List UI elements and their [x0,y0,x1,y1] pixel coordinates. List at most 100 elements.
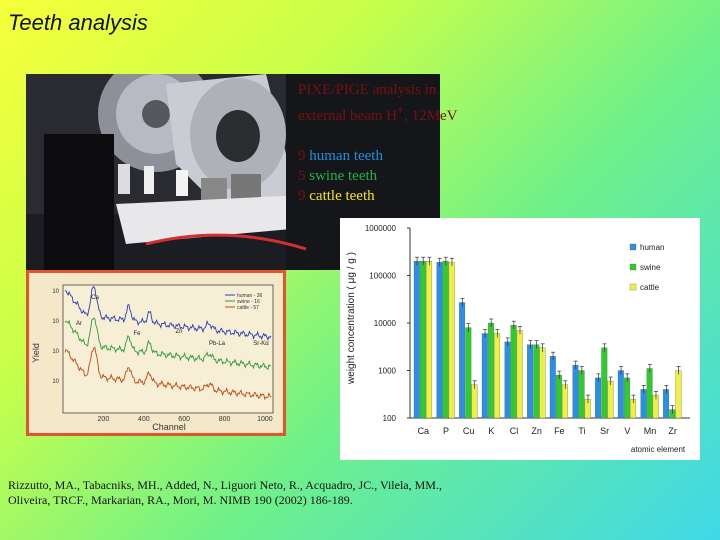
legend-swatch-human [629,243,637,251]
bar-swine-Mn [646,368,653,419]
spectrum-curve [64,346,272,401]
bar-cattle-Zn [539,347,546,419]
sample-swine-count: 5 [298,168,306,184]
chart-ytick-label: 100 [383,414,397,423]
bar-cattle-Cu [471,384,478,419]
legend-label-swine: swine [640,263,661,272]
bar-human-Mn [640,389,647,419]
spectrum-ytick: 10 [52,289,59,295]
spectrum-curve [64,317,272,370]
bar-human-Sr [595,377,602,419]
beam-setup-photo [26,74,440,270]
chart-ytick-label: 1000000 [365,224,397,233]
spectrum-peak-label: Ca [91,295,99,301]
spectrum-ytick: 10 [52,379,59,385]
sample-human-label: human teeth [309,148,383,164]
spectrum-peak-label: Pb-La [209,341,226,347]
slide-title: Teeth analysis [8,10,148,35]
sample-cattle-label: cattle teeth [309,188,375,204]
bar-cattle-Zr [675,370,682,419]
bar-cattle-P [448,262,455,419]
bar-cattle-Sr [607,380,614,419]
bar-swine-P [442,261,449,419]
bar-cattle-Fe [562,384,569,419]
pixe-spectrum: Yield Channel 200 400 600 800 1000 10 10 10 10 … [26,270,286,436]
chart-category-label: Ca [418,426,430,436]
bar-human-Cu [459,302,466,419]
concentration-bar-chart: 100 1000 10000 100000 1000000 Ca P Cu K Cl Zn Fe Ti… [346,224,690,454]
bar-human-P [436,262,443,419]
chart-category-label: P [443,426,449,436]
legend-swatch-swine [629,263,637,271]
method-line-2-tail: , 12MeV [404,108,458,124]
chart-ylabel: weight concentration ( μg / g ) [346,252,357,385]
method-line-2-text: external beam H [298,108,398,124]
chart-category-label: K [488,426,494,436]
bar-human-Ti [572,364,579,419]
sample-cattle-count: 9 [298,188,306,204]
spectrum-ytick: 10 [52,349,59,355]
spectrum-xtick: 800 [219,416,231,423]
bar-human-Ca [413,261,420,419]
method-description: PIXE/PIGE analysis in external beam H+, … [298,80,458,206]
bar-cattle-Cl [516,330,523,419]
legend-label-cattle: cattle [640,283,660,292]
bar-swine-V [623,377,630,419]
legend-swatch-cattle [629,283,637,291]
chart-category-label: Cl [510,426,519,436]
spectrum-xtick: 400 [138,416,150,423]
bar-swine-Cu [465,327,472,419]
spectrum-xtick: 1000 [257,416,273,423]
spectrum-curve [64,285,272,341]
legend-label-human: human [640,243,664,252]
bar-human-Cl [504,341,511,419]
bar-swine-Ca [419,261,426,419]
sample-swine: 5 swine teeth [298,166,458,186]
chart-ytick-label: 10000 [374,319,397,328]
sample-human-count: 9 [298,148,306,164]
bar-swine-Cl [510,325,517,419]
sample-cattle: 9 cattle teeth [298,186,458,206]
spectrum-legend-label: swine - 16 [237,299,260,305]
citation: Rizzutto, MA., Tabacniks, MH., Added, N.… [8,478,442,507]
beam-setup-drawing [26,74,440,270]
method-line-2: external beam H+, 12MeV [298,100,458,126]
bar-human-V [617,370,624,419]
spectrum-peak-label: Ar [76,321,82,327]
bar-human-Zr [663,389,670,419]
chart-category-label: V [624,426,630,436]
bar-swine-Fe [555,374,562,419]
spectrum-peak-label: Zn [175,329,182,335]
chart-ytick-label: 100000 [369,272,396,281]
concentration-chart: 100 1000 10000 100000 1000000 Ca P Cu K Cl Zn Fe Ti… [340,218,700,460]
bar-cattle-K [494,333,501,419]
spectrum-ylabel: Yield [31,343,41,363]
spectrum-peak-label: Sr-Kα [253,341,269,347]
bar-cattle-Ca [426,261,433,419]
sample-swine-label: swine teeth [309,168,378,184]
chart-category-label: Zn [531,426,542,436]
bar-swine-Ti [578,370,585,419]
spectrum-plot: Yield Channel 200 400 600 800 1000 10101010 … [31,284,274,432]
spectrum-xtick: 600 [178,416,190,423]
spectrum-xlabel: Channel [152,422,186,432]
method-line-1: PIXE/PIGE analysis in [298,82,437,98]
bar-human-Fe [549,356,556,419]
chart-category-label: Cu [463,426,475,436]
chart-category-label: Mn [644,426,657,436]
spectrum-ytick: 10 [52,319,59,325]
bar-swine-K [487,322,494,419]
sample-human: 9 human teeth [298,146,458,166]
chart-category-label: Zr [668,426,677,436]
chart-xlabel: atomic element [631,445,686,454]
chart-category-label: Sr [600,426,609,436]
bar-human-Zn [527,344,534,419]
bar-swine-Zn [533,344,540,419]
spectrum-legend-label: cattle - 57 [237,305,259,311]
bar-swine-Sr [601,347,608,419]
chart-category-label: Fe [554,426,565,436]
chart-ytick-label: 1000 [378,367,396,376]
bar-human-K [481,333,488,419]
chart-category-label: Ti [578,426,585,436]
spectrum-legend-label: human - 36 [237,293,263,299]
